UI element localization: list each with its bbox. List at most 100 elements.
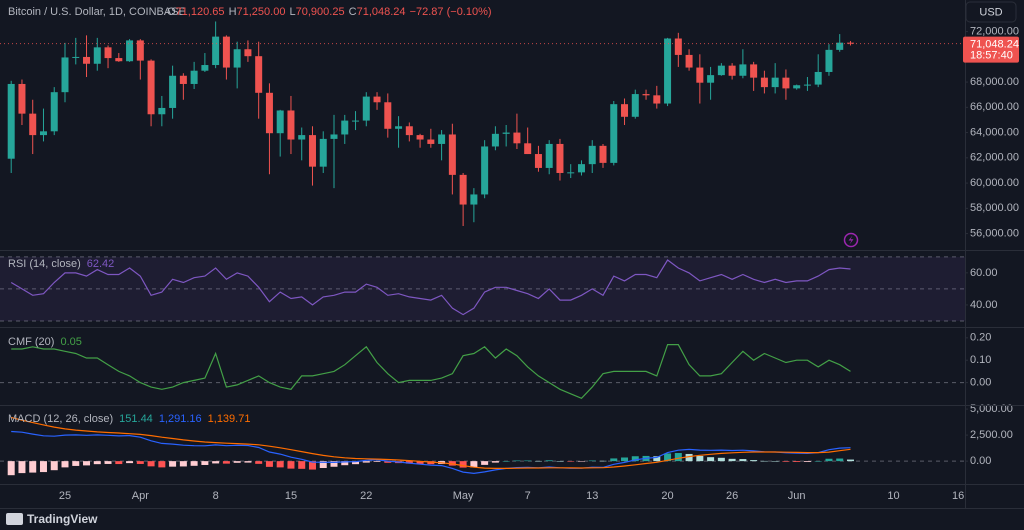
candle-body — [502, 132, 510, 134]
candle-body — [384, 102, 392, 129]
candle-body — [416, 135, 424, 140]
histogram-bar — [524, 460, 532, 462]
histogram-bar — [739, 459, 747, 462]
indicator-value: 1,291.16 — [159, 413, 202, 425]
histogram-bar — [93, 461, 101, 465]
histogram-bar — [190, 461, 198, 466]
histogram-bar — [29, 461, 37, 473]
histogram-bar — [631, 456, 639, 462]
histogram-bar — [362, 461, 370, 463]
candle-body — [276, 110, 284, 134]
histogram-bar — [179, 461, 187, 467]
candle-body — [438, 134, 446, 144]
candle-body — [158, 107, 166, 115]
histogram-bar — [674, 453, 682, 462]
histogram-bar — [567, 461, 575, 462]
histogram-bar — [212, 461, 220, 464]
x-tick-label: 13 — [586, 490, 598, 502]
histogram-bar — [825, 458, 833, 462]
x-tick-label: 10 — [887, 490, 899, 502]
currency-button[interactable] — [965, 1, 1017, 23]
histogram-bar — [341, 461, 349, 466]
histogram-bar — [459, 461, 467, 468]
histogram-bar — [147, 461, 155, 467]
candle-body — [803, 84, 811, 86]
candle-body — [846, 42, 854, 44]
candle-body — [255, 56, 263, 93]
candle-body — [825, 49, 833, 72]
candle-body — [308, 135, 316, 167]
indicator-value: 151.44 — [119, 413, 153, 425]
ohlc-letter: H — [229, 6, 237, 18]
y-tick-label: 0.00 — [970, 455, 991, 467]
x-tick-label: 8 — [213, 490, 219, 502]
indicator-line — [10, 259, 851, 316]
histogram-bar — [545, 460, 553, 462]
histogram-bar — [836, 458, 844, 462]
y-tick-label: 5,000.00 — [970, 403, 1013, 415]
symbol-title: Bitcoin / U.S. Dollar, 1D, COINBASE — [8, 6, 186, 18]
histogram-bar — [201, 461, 209, 465]
ohlc-value: 70,900.25 — [296, 6, 345, 18]
histogram-bar — [696, 455, 704, 462]
x-tick-label: Apr — [132, 490, 149, 502]
ohlc-letter: O — [167, 6, 176, 18]
candle-body — [513, 132, 521, 144]
histogram-bar — [556, 461, 564, 462]
candle-body — [836, 42, 844, 50]
candle-body — [7, 83, 15, 159]
candle-body — [115, 58, 123, 62]
y-tick-label: 40.00 — [970, 299, 998, 311]
histogram-bar — [502, 461, 510, 462]
candle-body — [179, 75, 187, 84]
y-tick-label: 0.20 — [970, 332, 991, 344]
candle-body — [642, 94, 650, 96]
histogram-bar — [846, 459, 854, 462]
histogram-bar — [599, 460, 607, 462]
alert-bolt[interactable] — [848, 235, 854, 245]
candle-body — [93, 47, 101, 64]
y-tick-label: 68,000.00 — [970, 76, 1019, 88]
candle-body — [222, 36, 230, 68]
x-tick-label: 22 — [360, 490, 372, 502]
alert-circle[interactable] — [843, 232, 859, 248]
candle-body — [556, 143, 564, 173]
histogram-bar — [771, 461, 779, 462]
histogram-bar — [685, 453, 693, 462]
candle-body — [481, 146, 489, 195]
histogram-bar — [491, 461, 499, 463]
indicator-legend: RSI (14, close) 62.42 — [8, 258, 114, 270]
histogram-bar — [61, 461, 69, 468]
ohlc-letter: L — [290, 6, 296, 18]
histogram-bar — [588, 460, 596, 462]
histogram-bar — [814, 461, 822, 462]
indicator-legend: CMF (20) 0.05 — [8, 336, 82, 348]
histogram-bar — [610, 458, 618, 462]
candle-body — [545, 143, 553, 168]
histogram-bar — [50, 461, 58, 471]
histogram-bar — [330, 461, 338, 467]
candle-body — [362, 96, 370, 121]
y-tick-label: 2,500.00 — [970, 429, 1013, 441]
y-tick-label: 60.00 — [970, 267, 998, 279]
histogram-bar — [287, 461, 295, 469]
histogram-bar — [39, 461, 47, 473]
currency-label[interactable]: USD — [979, 6, 1002, 18]
indicator-title: MACD (12, 26, close) — [8, 413, 113, 425]
candle-body — [707, 75, 715, 83]
candle-body — [126, 40, 134, 62]
candle-body — [341, 120, 349, 135]
x-tick-label: 25 — [59, 490, 71, 502]
x-tick-label: 15 — [285, 490, 297, 502]
logo-mark — [6, 513, 23, 525]
candle-body — [470, 194, 478, 205]
histogram-bar — [750, 460, 758, 462]
candle-body — [352, 120, 360, 122]
candle-body — [739, 64, 747, 76]
x-tick-label: 16 — [952, 490, 964, 502]
candle-body — [373, 96, 381, 103]
alert-icon[interactable] — [843, 232, 859, 248]
histogram-bar — [7, 461, 15, 476]
candle-body — [782, 77, 790, 89]
